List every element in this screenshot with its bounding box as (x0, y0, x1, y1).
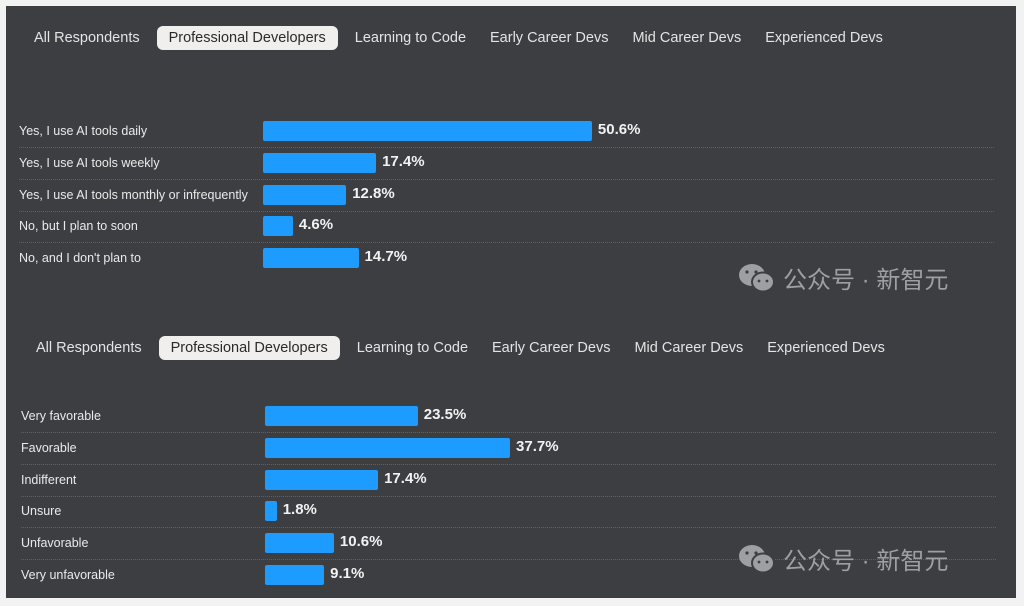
row-divider (21, 463, 996, 465)
value-label: 1.8% (282, 501, 317, 519)
category-label: Yes, I use AI tools monthly or infrequen… (19, 187, 248, 202)
category-label: Indifferent (21, 472, 77, 487)
tab-learning-to-code[interactable]: Learning to Code (354, 30, 467, 46)
tab-all-respondents[interactable]: All Respondents (36, 340, 142, 356)
chart-row: No, but I plan to soon 4.6% (6, 212, 1016, 244)
tab-experienced-devs[interactable]: Experienced Devs (767, 340, 885, 356)
tab-experienced-devs[interactable]: Experienced Devs (765, 30, 883, 46)
category-label: Very unfavorable (21, 568, 115, 582)
wechat-icon (739, 263, 775, 292)
value-label: 9.1% (330, 565, 365, 582)
chart-row: Unsure 1.8% (8, 497, 1018, 529)
category-label: Unsure (21, 504, 62, 519)
tab-all-respondents[interactable]: All Respondents (34, 30, 140, 46)
chart-row: Yes, I use AI tools daily 50.6% (6, 117, 1016, 149)
value-label: 12.8% (352, 184, 395, 202)
category-label: Yes, I use AI tools weekly (19, 155, 160, 170)
row-divider (21, 527, 996, 529)
chart-row: Yes, I use AI tools weekly 17.4% (6, 149, 1016, 181)
category-label: No, but I plan to soon (19, 219, 138, 234)
tab-learning-to-code[interactable]: Learning to Code (356, 340, 469, 356)
bar (263, 152, 377, 173)
row-divider (19, 178, 994, 180)
chart-row: Very favorable 23.5% (8, 402, 1018, 434)
tab-early-career-devs[interactable]: Early Career Devs (492, 340, 611, 356)
watermark-text: 公众号 · 新智元 (783, 548, 949, 575)
category-label: Unfavorable (21, 536, 89, 551)
wechat-icon (739, 544, 775, 573)
value-label: 14.7% (364, 248, 408, 266)
chart-row: Very unfavorable 9.1% (8, 561, 1018, 593)
row-divider (21, 495, 996, 497)
category-label: Very favorable (21, 409, 101, 423)
bar (265, 533, 334, 554)
value-label: 37.7% (516, 437, 559, 455)
bar (263, 248, 359, 269)
value-label: 4.6% (298, 216, 334, 234)
bar (265, 469, 379, 490)
value-label: 10.6% (339, 533, 383, 551)
chart-row: Yes, I use AI tools monthly or infrequen… (6, 181, 1016, 213)
watermark: 公众号 · 新智元 (737, 260, 948, 295)
watermark: 公众号 · 新智元 (737, 541, 948, 576)
tab-early-career-devs[interactable]: Early Career Devs (490, 30, 609, 46)
bar (263, 216, 293, 237)
bar (263, 184, 347, 205)
tab-professional-developers[interactable]: Professional Developers (156, 26, 338, 50)
row-divider (19, 147, 994, 148)
row-divider (19, 210, 994, 212)
bar (265, 565, 325, 585)
category-label: Yes, I use AI tools daily (19, 124, 148, 138)
chart-row: Favorable 37.7% (8, 434, 1018, 466)
filter-tabs-top: All Respondents Professional Developers Le… (22, 24, 895, 52)
tab-mid-career-devs[interactable]: Mid Career Devs (634, 340, 744, 356)
value-label: 23.5% (423, 406, 467, 423)
chart-row: Indifferent 17.4% (8, 466, 1018, 498)
value-label: 17.4% (382, 152, 425, 170)
bar (263, 121, 592, 141)
chart-row: Unfavorable 10.6% (8, 529, 1018, 561)
filter-tabs-bottom: All Respondents Professional Developers Le… (24, 334, 897, 362)
chart-row: No, and I don't plan to 14.7% (6, 244, 1016, 276)
row-divider (21, 559, 996, 561)
value-label: 17.4% (384, 469, 427, 487)
row-divider (21, 432, 996, 433)
row-divider (19, 242, 994, 244)
survey-panel: All Respondents Professional Developers Le… (6, 6, 1016, 598)
bar (265, 501, 277, 522)
category-label: Favorable (21, 440, 77, 455)
tab-professional-developers[interactable]: Professional Developers (158, 336, 340, 360)
watermark-text: 公众号 · 新智元 (783, 267, 949, 294)
tab-mid-career-devs[interactable]: Mid Career Devs (632, 30, 742, 46)
bar (265, 437, 511, 458)
value-label: 50.6% (597, 121, 641, 138)
bar (265, 406, 418, 426)
category-label: No, and I don't plan to (19, 251, 141, 266)
